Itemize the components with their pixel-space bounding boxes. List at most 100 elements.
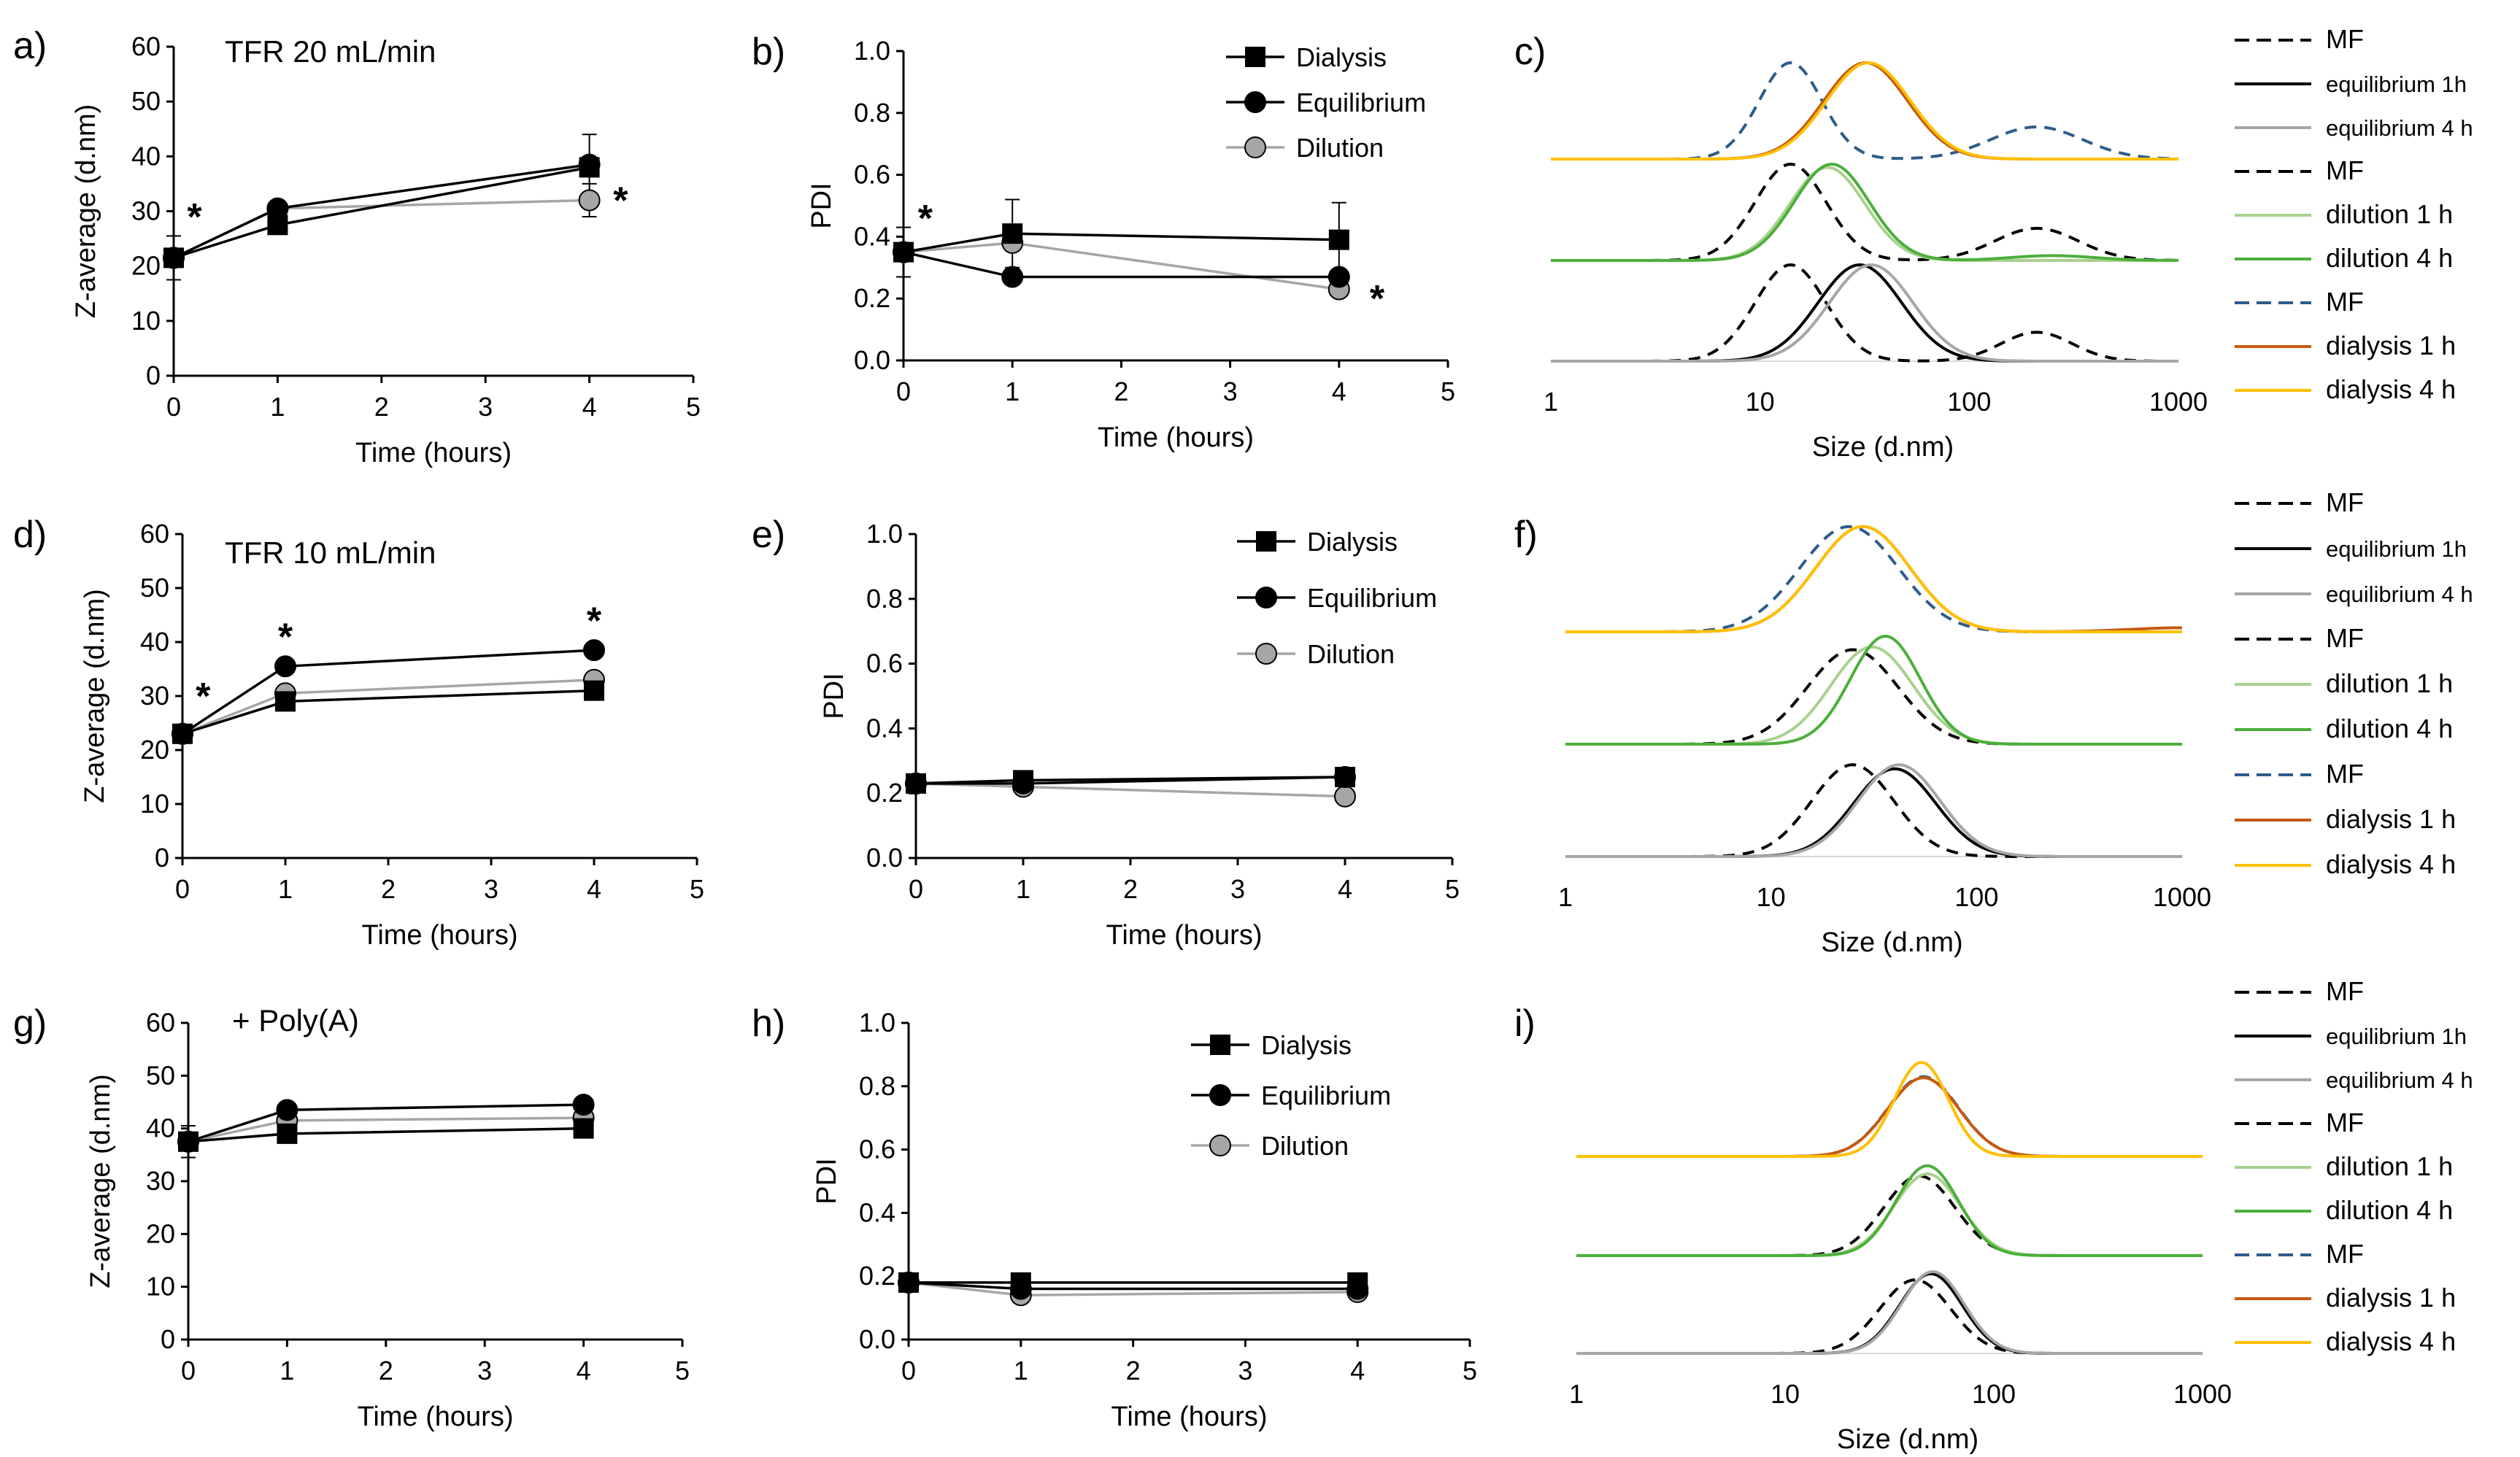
distribution-curve-mf xyxy=(1576,1278,2203,1355)
x-tick-label: 5 xyxy=(690,874,704,904)
y-tick-label: 0.2 xyxy=(859,1261,895,1291)
curve-group-dialysis xyxy=(1565,525,2183,633)
panel-annotation: + Poly(A) xyxy=(232,1003,359,1037)
panel-label: d) xyxy=(13,514,47,556)
y-tick-label: 20 xyxy=(146,1218,175,1248)
distribution-curve-dialysis-4-h xyxy=(1551,61,2178,161)
legend-label: Dilution xyxy=(1261,1131,1349,1161)
y-tick-label: 0.6 xyxy=(859,1135,895,1164)
x-tick-label: 100 xyxy=(1947,387,1991,417)
panel-h: h) 0.0 0.2 0.4 0.6 0.8 1.0 0 1 2 3 4 5 Time (hours) PD… xyxy=(752,1002,1477,1432)
y-tick-label: 20 xyxy=(131,251,161,281)
panel-annotation: TFR 20 mL/min xyxy=(225,34,436,69)
data-point-equilibrium xyxy=(1328,266,1350,288)
panel-g: g) + Poly(A) 0 10 20 30 40 50 60 0 1 2 3 4 5 Time (hour… xyxy=(13,1002,690,1432)
curve-group-dilution xyxy=(1576,1164,2203,1257)
distribution-curve-dialysis-4-h xyxy=(1576,1061,2203,1158)
curve-group-dilution xyxy=(1551,163,2179,262)
data-point-equilibrium xyxy=(578,153,601,176)
x-tick-label: 4 xyxy=(1350,1356,1365,1385)
legend-label: MF xyxy=(2326,1108,2364,1137)
y-tick-label: 0.8 xyxy=(854,98,890,128)
panel-d: d) TFR 10 mL/min 0 10 20 30 40 50 60 0 1 2 3 4 5 Time (… xyxy=(13,514,704,951)
legend-marker xyxy=(1256,531,1276,552)
x-tick-label: 1 xyxy=(280,1356,294,1385)
significance-star: * xyxy=(187,196,202,239)
legend-label: Dilution xyxy=(1296,133,1384,163)
y-tick-label: 0.6 xyxy=(866,649,903,679)
distribution-curve-equilibrium-4-h xyxy=(1576,1270,2203,1355)
x-tick-label: 1 xyxy=(270,392,285,422)
y-tick-label: 0 xyxy=(161,1324,175,1354)
series-line-dialysis xyxy=(188,1126,584,1143)
x-axis-label: Size (d.nm) xyxy=(1837,1424,1978,1455)
significance-star: * xyxy=(1370,278,1385,320)
x-tick-label: 0 xyxy=(175,874,190,904)
significance-star: * xyxy=(587,600,602,642)
panel-c: c) 1 10 100 1000 Size (d.nm) MF equilibrium 1h e… xyxy=(1514,24,2473,463)
distribution-curve-equilibrium-1h xyxy=(1576,1272,2203,1355)
y-tick-label: 0.0 xyxy=(859,1324,895,1354)
distribution-curve-dialysis-4-h xyxy=(1565,525,2182,633)
legend-label: dialysis 4 h xyxy=(2326,1326,2456,1356)
legend-label: dialysis 4 h xyxy=(2326,374,2456,404)
series-line-equilibrium xyxy=(903,250,1339,279)
data-point-equilibrium xyxy=(274,655,296,678)
y-tick-label: 50 xyxy=(146,1060,175,1090)
x-tick-label: 1 xyxy=(1544,387,1558,417)
legend-marker xyxy=(1209,1135,1231,1156)
data-point-dialysis xyxy=(573,1118,594,1139)
legend-marker xyxy=(1245,47,1265,67)
legend-label: dilution 1 h xyxy=(2326,199,2453,229)
significance-star: * xyxy=(196,676,211,718)
legend-label: equilibrium 1h xyxy=(2326,72,2467,97)
panel-label: e) xyxy=(752,514,785,556)
panel-label: f) xyxy=(1514,514,1538,556)
y-axis-label: PDI xyxy=(819,673,849,719)
x-axis-label: Time (hours) xyxy=(355,438,512,468)
distribution-curve-mf xyxy=(1551,263,2179,363)
panel-a: a) TFR 20 mL/min 0 10 20 30 40 50 60 0 1 2 3 4 5 Time (… xyxy=(13,25,701,468)
y-tick-label: 10 xyxy=(140,789,169,819)
series-line-dilution xyxy=(915,782,1346,798)
y-tick-label: 10 xyxy=(131,306,161,336)
data-point-equilibrium xyxy=(163,247,185,269)
data-point-equilibrium xyxy=(893,241,914,263)
x-tick-label: 4 xyxy=(582,392,597,422)
y-tick-label: 0 xyxy=(155,843,169,873)
x-tick-label: 2 xyxy=(374,392,389,422)
legend-marker xyxy=(1255,643,1277,665)
x-tick-label: 10 xyxy=(1746,387,1775,417)
y-tick-label: 20 xyxy=(140,735,169,765)
distribution-curve-dialysis-1-h xyxy=(1551,61,2178,161)
y-tick-label: 30 xyxy=(131,196,161,226)
significance-star: * xyxy=(918,198,933,240)
panel-label: b) xyxy=(752,31,785,73)
legend-label: equilibrium 4 h xyxy=(2326,1067,2473,1093)
panel-i: i) 1 10 100 1000 Size (d.nm) MF equilibrium 1h e… xyxy=(1514,976,2473,1455)
data-point-equilibrium xyxy=(172,722,193,745)
data-point-equilibrium xyxy=(1012,772,1034,795)
y-tick-label: 1.0 xyxy=(854,36,890,66)
data-point-dialysis xyxy=(275,691,296,712)
y-tick-label: 0.4 xyxy=(854,221,890,251)
legend-label: dilution 4 h xyxy=(2326,714,2453,743)
x-tick-label: 100 xyxy=(1972,1379,2016,1409)
legend-label: dilution 1 h xyxy=(2326,1151,2453,1181)
x-tick-label: 4 xyxy=(577,1356,591,1385)
x-tick-label: 5 xyxy=(1441,376,1455,406)
legend-marker xyxy=(1244,91,1266,113)
distribution-curve-dialysis-1-h xyxy=(1576,1076,2203,1158)
legend-label: Dialysis xyxy=(1296,42,1387,72)
panel-label: i) xyxy=(1514,1002,1535,1045)
legend-label: MF xyxy=(2326,976,2364,1006)
distribution-curve-dilution-4-h xyxy=(1576,1164,2203,1257)
x-tick-label: 1 xyxy=(1569,1379,1584,1409)
panel-label: h) xyxy=(752,1002,785,1045)
legend-label: dilution 1 h xyxy=(2326,668,2453,698)
x-tick-label: 1000 xyxy=(2173,1379,2232,1409)
x-tick-label: 1 xyxy=(1005,376,1020,406)
legend-label: dialysis 1 h xyxy=(2326,804,2456,834)
data-point-dialysis xyxy=(277,1123,298,1144)
